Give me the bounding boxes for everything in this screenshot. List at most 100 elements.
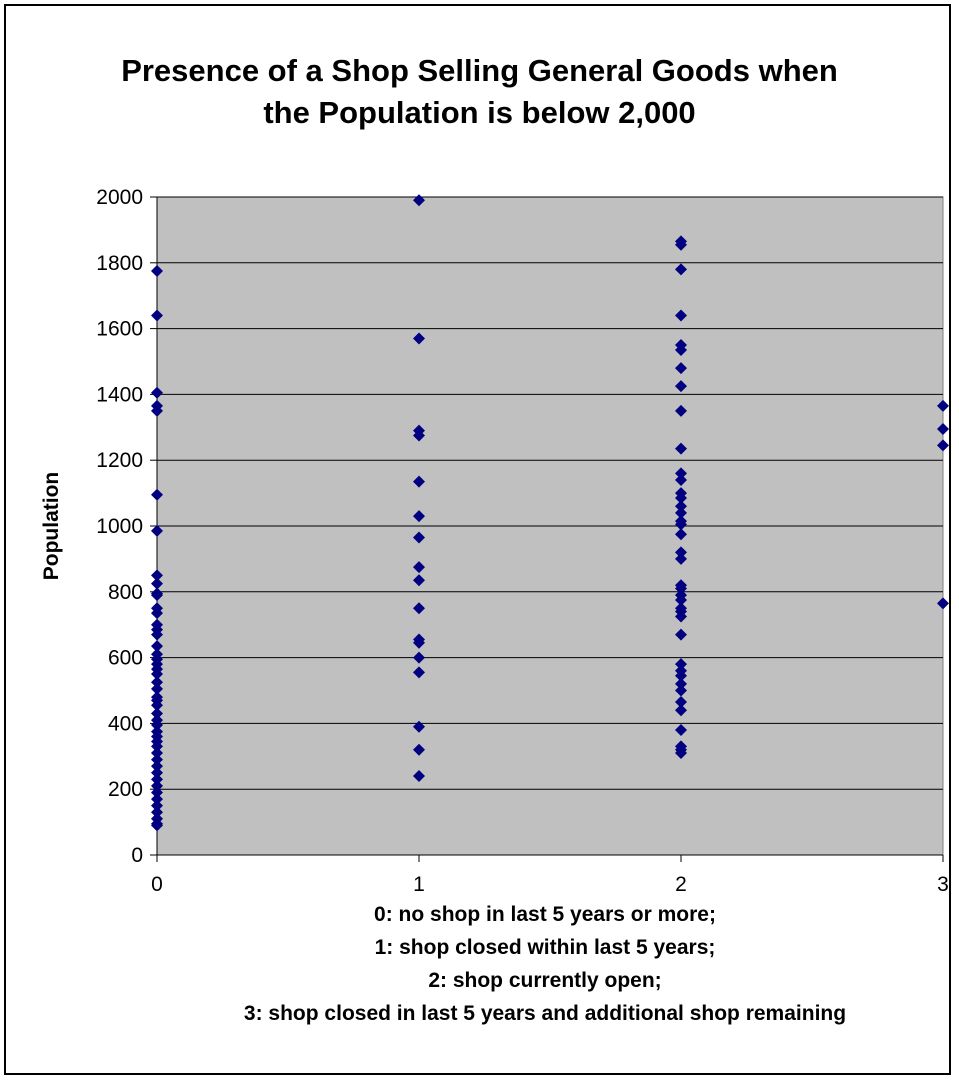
data-point-x0-29 [151,719,163,732]
data-point-x0-12 [151,607,163,620]
chart-title: Presence of a Shop Selling General Goods… [0,50,959,134]
data-point-x0-4 [151,404,163,417]
data-point-x2-39 [675,747,687,760]
y-tick-label-400: 400 [108,712,143,735]
data-point-x3-0 [937,399,949,412]
y-tick-label-1600: 1600 [96,318,143,341]
y-tick-label-200: 200 [108,778,143,801]
chart-title-line-2: the Population is below 2,000 [263,95,696,130]
data-point-x2-9 [675,442,687,455]
x-tick-label-1: 1 [413,873,425,896]
data-point-x0-1 [151,309,163,322]
data-point-x3-3 [937,597,949,610]
data-point-x2-20 [675,552,687,565]
x-description-line-2: 2: shop currently open; [428,969,662,992]
data-point-x2-35 [675,704,687,717]
data-point-x0-39 [151,779,163,792]
data-point-x2-17 [675,518,687,531]
chart-title-line-1: Presence of a Shop Selling General Goods… [121,53,838,88]
data-point-x2-10 [675,467,687,480]
data-point-x2-36 [675,723,687,736]
y-tick-label-1200: 1200 [96,449,143,472]
data-point-x2-2 [675,263,687,276]
data-point-x2-1 [675,238,687,251]
data-point-x2-13 [675,492,687,505]
data-point-x1-5 [413,510,425,523]
data-point-x2-11 [675,473,687,486]
data-point-x1-14 [413,720,425,733]
data-point-x0-41 [151,793,163,806]
data-point-x3-1 [937,422,949,435]
data-point-x1-15 [413,743,425,756]
data-point-x2-29 [675,658,687,671]
y-tick-label-1400: 1400 [96,383,143,406]
data-point-x2-6 [675,362,687,375]
x-axis-description: 0: no shop in last 5 years or more; 1: s… [0,898,959,1030]
data-point-x3-2 [937,439,949,452]
x-tick-label-0: 0 [151,873,163,896]
data-point-x1-1 [413,332,425,345]
data-point-x0-46 [151,819,163,832]
data-point-x0-26 [151,699,163,712]
data-point-x2-27 [675,610,687,623]
x-description-line-1: 1: shop closed within last 5 years; [374,936,716,959]
data-point-x1-13 [413,666,425,679]
data-point-x1-6 [413,531,425,544]
data-point-x0-10 [151,589,163,602]
x-tick-label-2: 2 [675,873,687,896]
data-point-x0-7 [151,569,163,582]
data-point-x0-6 [151,524,163,537]
data-point-x1-11 [413,636,425,649]
data-point-x0-27 [151,707,163,720]
y-tick-label-600: 600 [108,647,143,670]
y-tick-label-0: 0 [131,844,143,867]
data-point-x1-8 [413,574,425,587]
data-point-x1-3 [413,429,425,442]
y-tick-label-1000: 1000 [96,515,143,538]
data-point-x1-7 [413,561,425,574]
x-tick-label-3: 3 [937,873,949,896]
data-point-x2-19 [675,546,687,559]
y-axis-title: Population [40,472,63,581]
data-point-x0-36 [151,760,163,773]
data-points [151,194,949,832]
data-point-x2-14 [675,500,687,513]
data-point-x2-22 [675,582,687,595]
data-point-x0-33 [151,740,163,753]
data-point-x0-5 [151,488,163,501]
data-point-x1-9 [413,602,425,615]
data-point-x2-18 [675,528,687,541]
y-tick-labels: 0 200 400 600 800 1000 1200 1400 1600 1800 2000 [96,186,143,867]
data-point-x0-35 [151,753,163,766]
data-point-x2-32 [675,677,687,690]
data-point-x0-38 [151,773,163,786]
data-point-x1-16 [413,770,425,783]
data-point-x0-8 [151,577,163,590]
data-point-x0-21 [151,668,163,681]
data-point-x2-5 [675,343,687,356]
y-tick-label-2000: 2000 [96,186,143,209]
data-point-x2-28 [675,628,687,641]
data-point-x0-2 [151,386,163,399]
data-point-x1-12 [413,651,425,664]
data-point-x0-43 [151,806,163,819]
x-tick-labels: 0 1 2 3 [151,873,949,896]
data-point-x0-37 [151,766,163,779]
data-point-x0-34 [151,747,163,760]
data-point-x2-7 [675,380,687,393]
data-point-x0-40 [151,786,163,799]
data-point-x2-34 [675,696,687,709]
y-tick-label-800: 800 [108,581,143,604]
data-point-x2-8 [675,404,687,417]
data-point-x0-23 [151,682,163,695]
data-point-x0-22 [151,676,163,689]
gridlines [157,196,943,790]
x-description-line-0: 0: no shop in last 5 years or more; [374,903,716,926]
data-point-x2-3 [675,309,687,322]
data-point-x2-24 [675,594,687,607]
data-point-x0-15 [151,628,163,641]
data-point-x0-16 [151,640,163,653]
data-point-x2-31 [675,669,687,682]
data-point-x2-15 [675,506,687,519]
